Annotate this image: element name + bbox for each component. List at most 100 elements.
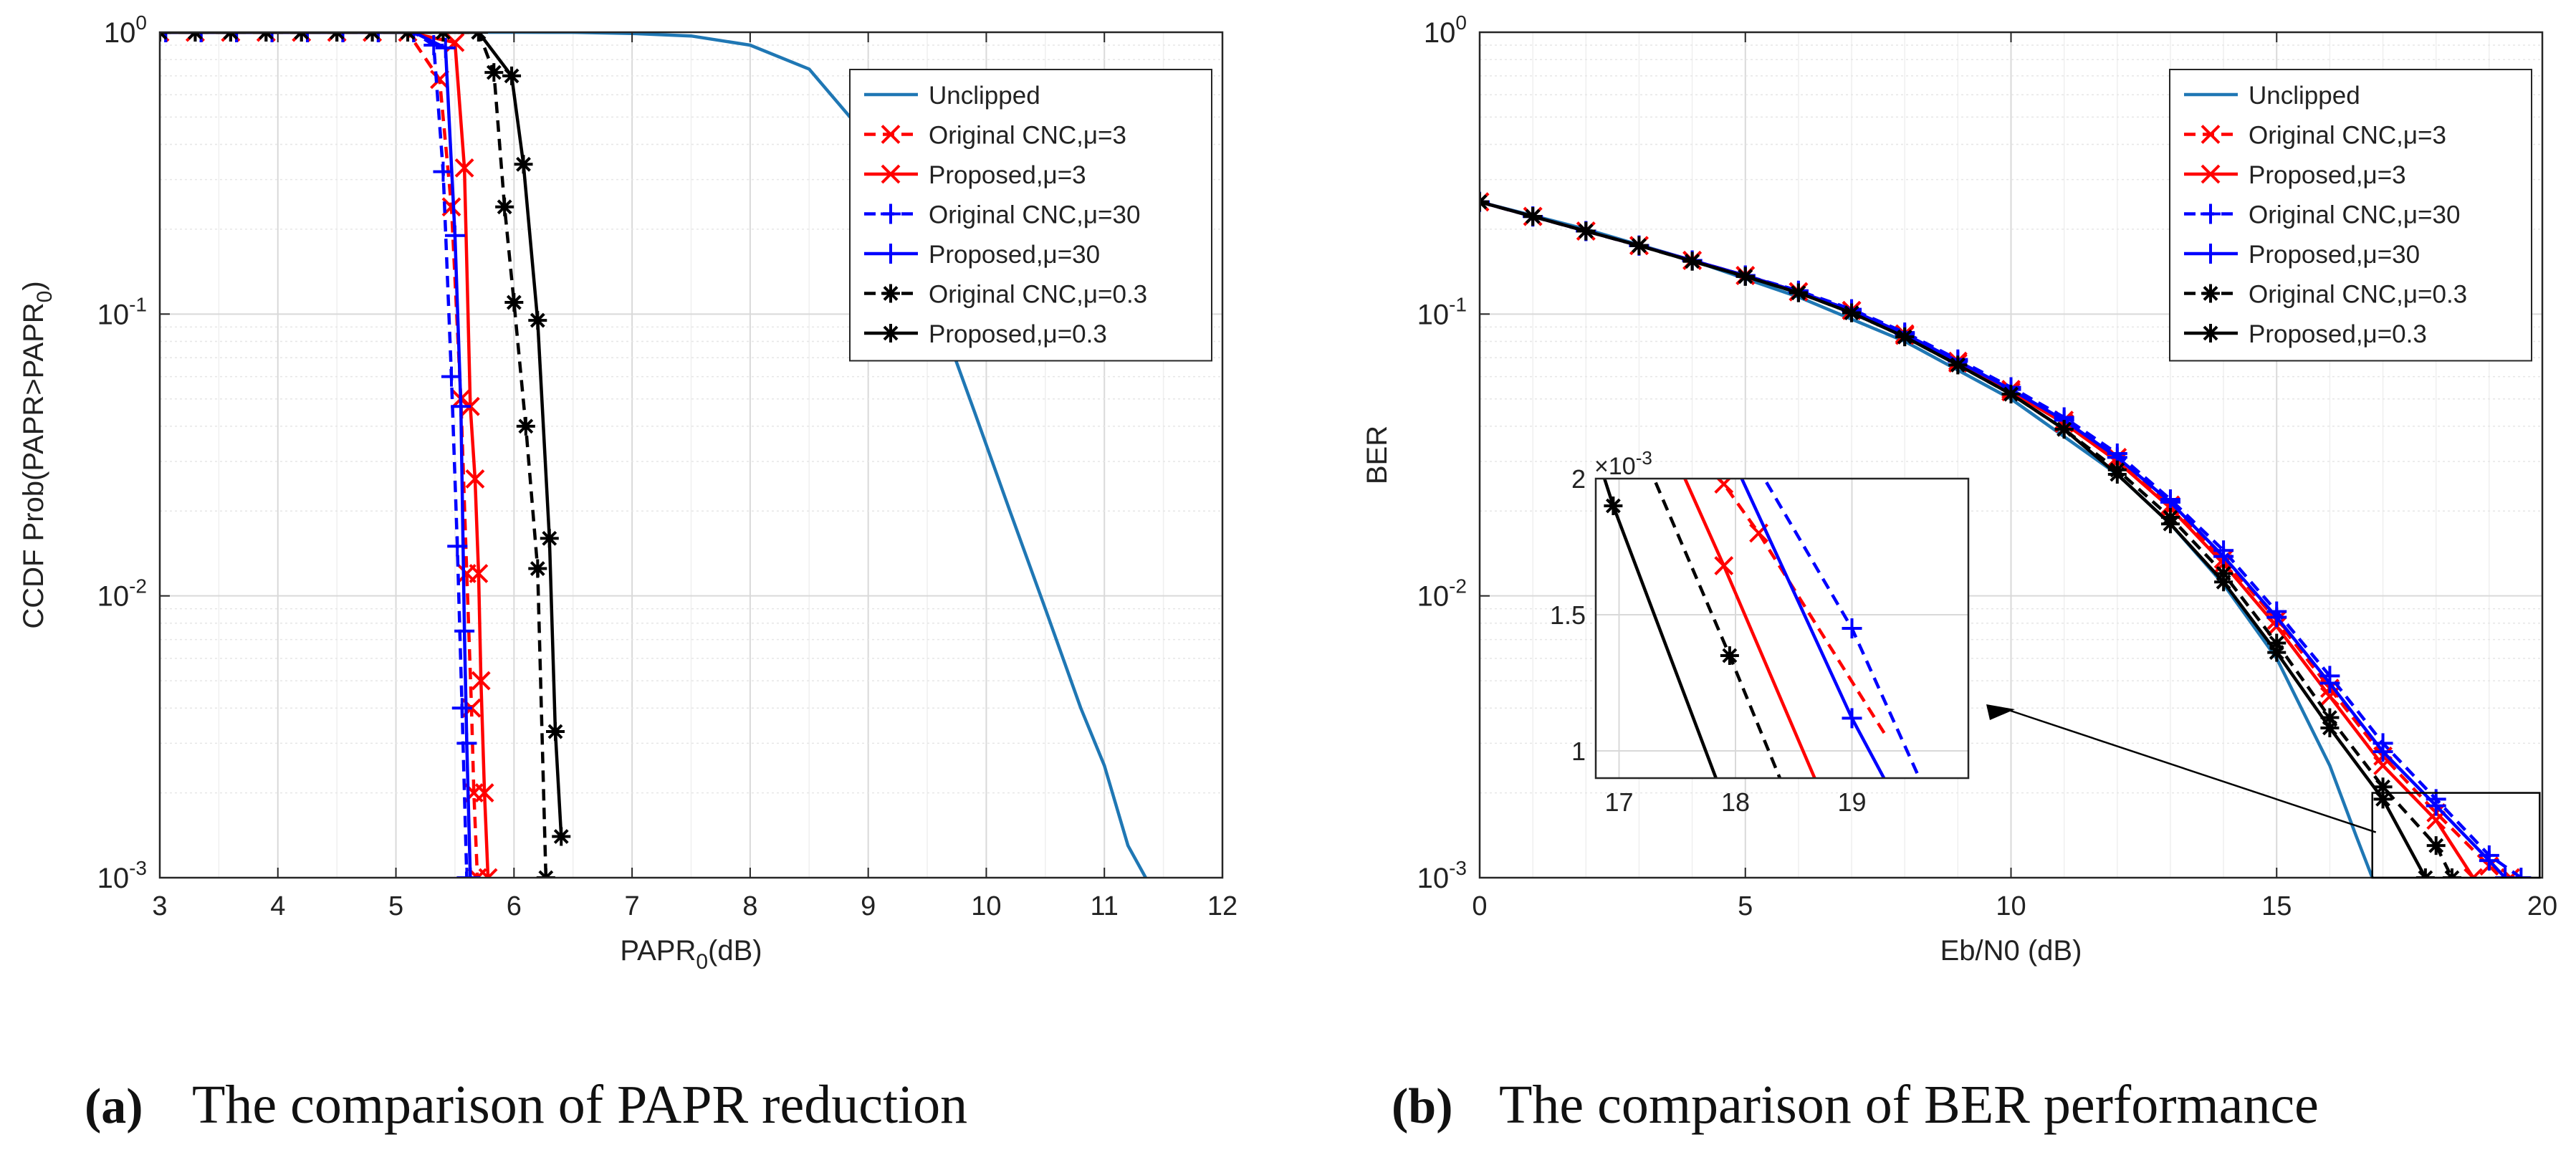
series-point — [1523, 207, 1543, 226]
inset-box — [1594, 477, 1970, 780]
x-tick-label: 4 — [270, 891, 285, 921]
y-tick-base: 10 — [97, 299, 130, 330]
inset-y-tick-label: 1.5 — [1550, 600, 1586, 630]
legend-label: Original CNC,μ=0.3 — [929, 281, 1147, 309]
inset-y-tick-label: 2 — [1571, 464, 1586, 494]
series-point — [451, 396, 471, 417]
y-tick-exp: -3 — [129, 857, 147, 879]
y-tick-exp: -1 — [1449, 293, 1467, 315]
x-axis-label-main: PAPR — [620, 935, 696, 967]
series-point — [478, 868, 498, 878]
inset-x-tick-label: 17 — [1604, 787, 1633, 817]
inset-series-line — [1740, 479, 1886, 778]
x-tick-label: 12 — [1207, 891, 1237, 921]
y-axis-label: CCDF Prob(PAPR>PAPR0) — [18, 281, 57, 628]
x-tick-label: 10 — [971, 891, 1001, 921]
legend: Unclipped Original CNC,μ=3 Proposed,μ=3 Ori… — [849, 69, 1212, 362]
x-tick-label: 11 — [1090, 891, 1118, 921]
panel-papr-chart: 3 4 5 6 7 8 9 10 11 1210-310-210-1100PAPR0(dB)CCD… — [18, 11, 1237, 974]
y-tick-label: 10-3 — [1417, 857, 1467, 894]
y-tick-label: 10-1 — [1417, 293, 1467, 330]
caption-a-tag: (a) — [85, 1079, 143, 1134]
series-point — [2373, 756, 2393, 775]
series-point — [2001, 385, 2021, 404]
inset-series-point — [1714, 556, 1734, 576]
legend-label: Original CNC,μ=30 — [2249, 201, 2460, 229]
series-point — [516, 416, 535, 436]
y-tick-label: 10-3 — [97, 857, 147, 894]
legend-marker — [881, 284, 900, 303]
legend-label: Proposed,μ=30 — [2249, 241, 2420, 269]
series-point — [1735, 267, 1755, 286]
legend-label: Original CNC,μ=3 — [2249, 122, 2446, 150]
legend-label: Original CNC,μ=3 — [929, 122, 1126, 150]
series-point — [1895, 327, 1915, 347]
legend-marker — [2201, 203, 2221, 224]
y-tick-label: 10-2 — [97, 575, 147, 613]
series-point — [2495, 868, 2516, 878]
inset-series-line — [1715, 479, 1889, 739]
series-point — [454, 620, 475, 641]
inset-series-point — [1714, 479, 1734, 494]
inset-multiplier: ×10-3 — [1594, 447, 1652, 480]
legend-label: Original CNC,μ=30 — [929, 201, 1140, 229]
legend-marker — [2201, 164, 2221, 184]
legend-marker — [2201, 284, 2220, 303]
series-point — [1576, 221, 1596, 241]
legend: Unclipped Original CNC,μ=3 Proposed,μ=3 Ori… — [2169, 69, 2532, 362]
legend-label: Unclipped — [929, 82, 1040, 110]
series-line-proposed-3 — [160, 32, 490, 878]
x-tick-label: 7 — [625, 891, 640, 921]
series-point — [2426, 810, 2446, 830]
series-point — [2464, 868, 2484, 878]
inset-series — [1602, 479, 1922, 778]
series-point — [471, 671, 491, 691]
caption-b-text: The comparison of BER performance — [1499, 1075, 2319, 1135]
inset-y-tick-label: 1 — [1571, 737, 1586, 766]
series-point — [528, 311, 547, 330]
y-tick-base: 10 — [104, 17, 136, 49]
x-tick-label: 5 — [388, 891, 403, 921]
y-axis-label-main: BER — [1361, 426, 1393, 484]
y-axis-label-sub: 0 — [33, 291, 57, 303]
x-tick-label: 9 — [861, 891, 876, 921]
series-point — [2479, 850, 2499, 871]
legend-label: Proposed,μ=0.3 — [2249, 320, 2427, 348]
legend-label: Proposed,μ=3 — [2249, 161, 2406, 189]
series-point — [2320, 708, 2340, 727]
caption-a-text: The comparison of PAPR reduction — [192, 1075, 967, 1135]
y-tick-base: 10 — [97, 863, 130, 894]
series-point — [433, 161, 454, 182]
series-point — [1948, 355, 1968, 375]
series-point — [546, 722, 565, 742]
series-point — [502, 66, 522, 85]
y-tick-base: 10 — [1417, 299, 1450, 330]
series-point — [540, 529, 559, 548]
y-axis-label: BER — [1361, 426, 1393, 484]
figure-captions: (a) The comparison of PAPR reduction (b)… — [85, 1075, 2319, 1135]
series-point — [2266, 607, 2287, 628]
series-point — [2426, 795, 2446, 816]
series-point — [552, 827, 571, 846]
series-point — [484, 63, 504, 82]
y-tick-label: 100 — [104, 11, 147, 49]
zoom-arrow — [1986, 704, 2377, 833]
series-point — [2267, 633, 2287, 653]
series-line-original-cnc-0-3 — [160, 32, 548, 878]
y-tick-label: 100 — [1424, 11, 1467, 49]
series-point — [456, 733, 477, 754]
series-point — [2511, 868, 2532, 878]
series-point — [2213, 546, 2234, 567]
inset-x-tick-label: 18 — [1721, 787, 1750, 817]
y-axis-label-main: CCDF Prob(PAPR>PAPR — [18, 302, 49, 628]
y-tick-base: 10 — [1417, 863, 1450, 894]
x-axis-label-main: Eb/N0 (dB) — [1940, 935, 2082, 967]
legend-marker — [2201, 244, 2221, 264]
x-tick-label: 0 — [1472, 891, 1487, 921]
series-point — [2054, 420, 2074, 439]
x-tick-label: 20 — [2527, 891, 2557, 921]
inset-multiplier-exp: -3 — [1636, 447, 1652, 469]
y-tick-exp: 0 — [135, 11, 147, 34]
